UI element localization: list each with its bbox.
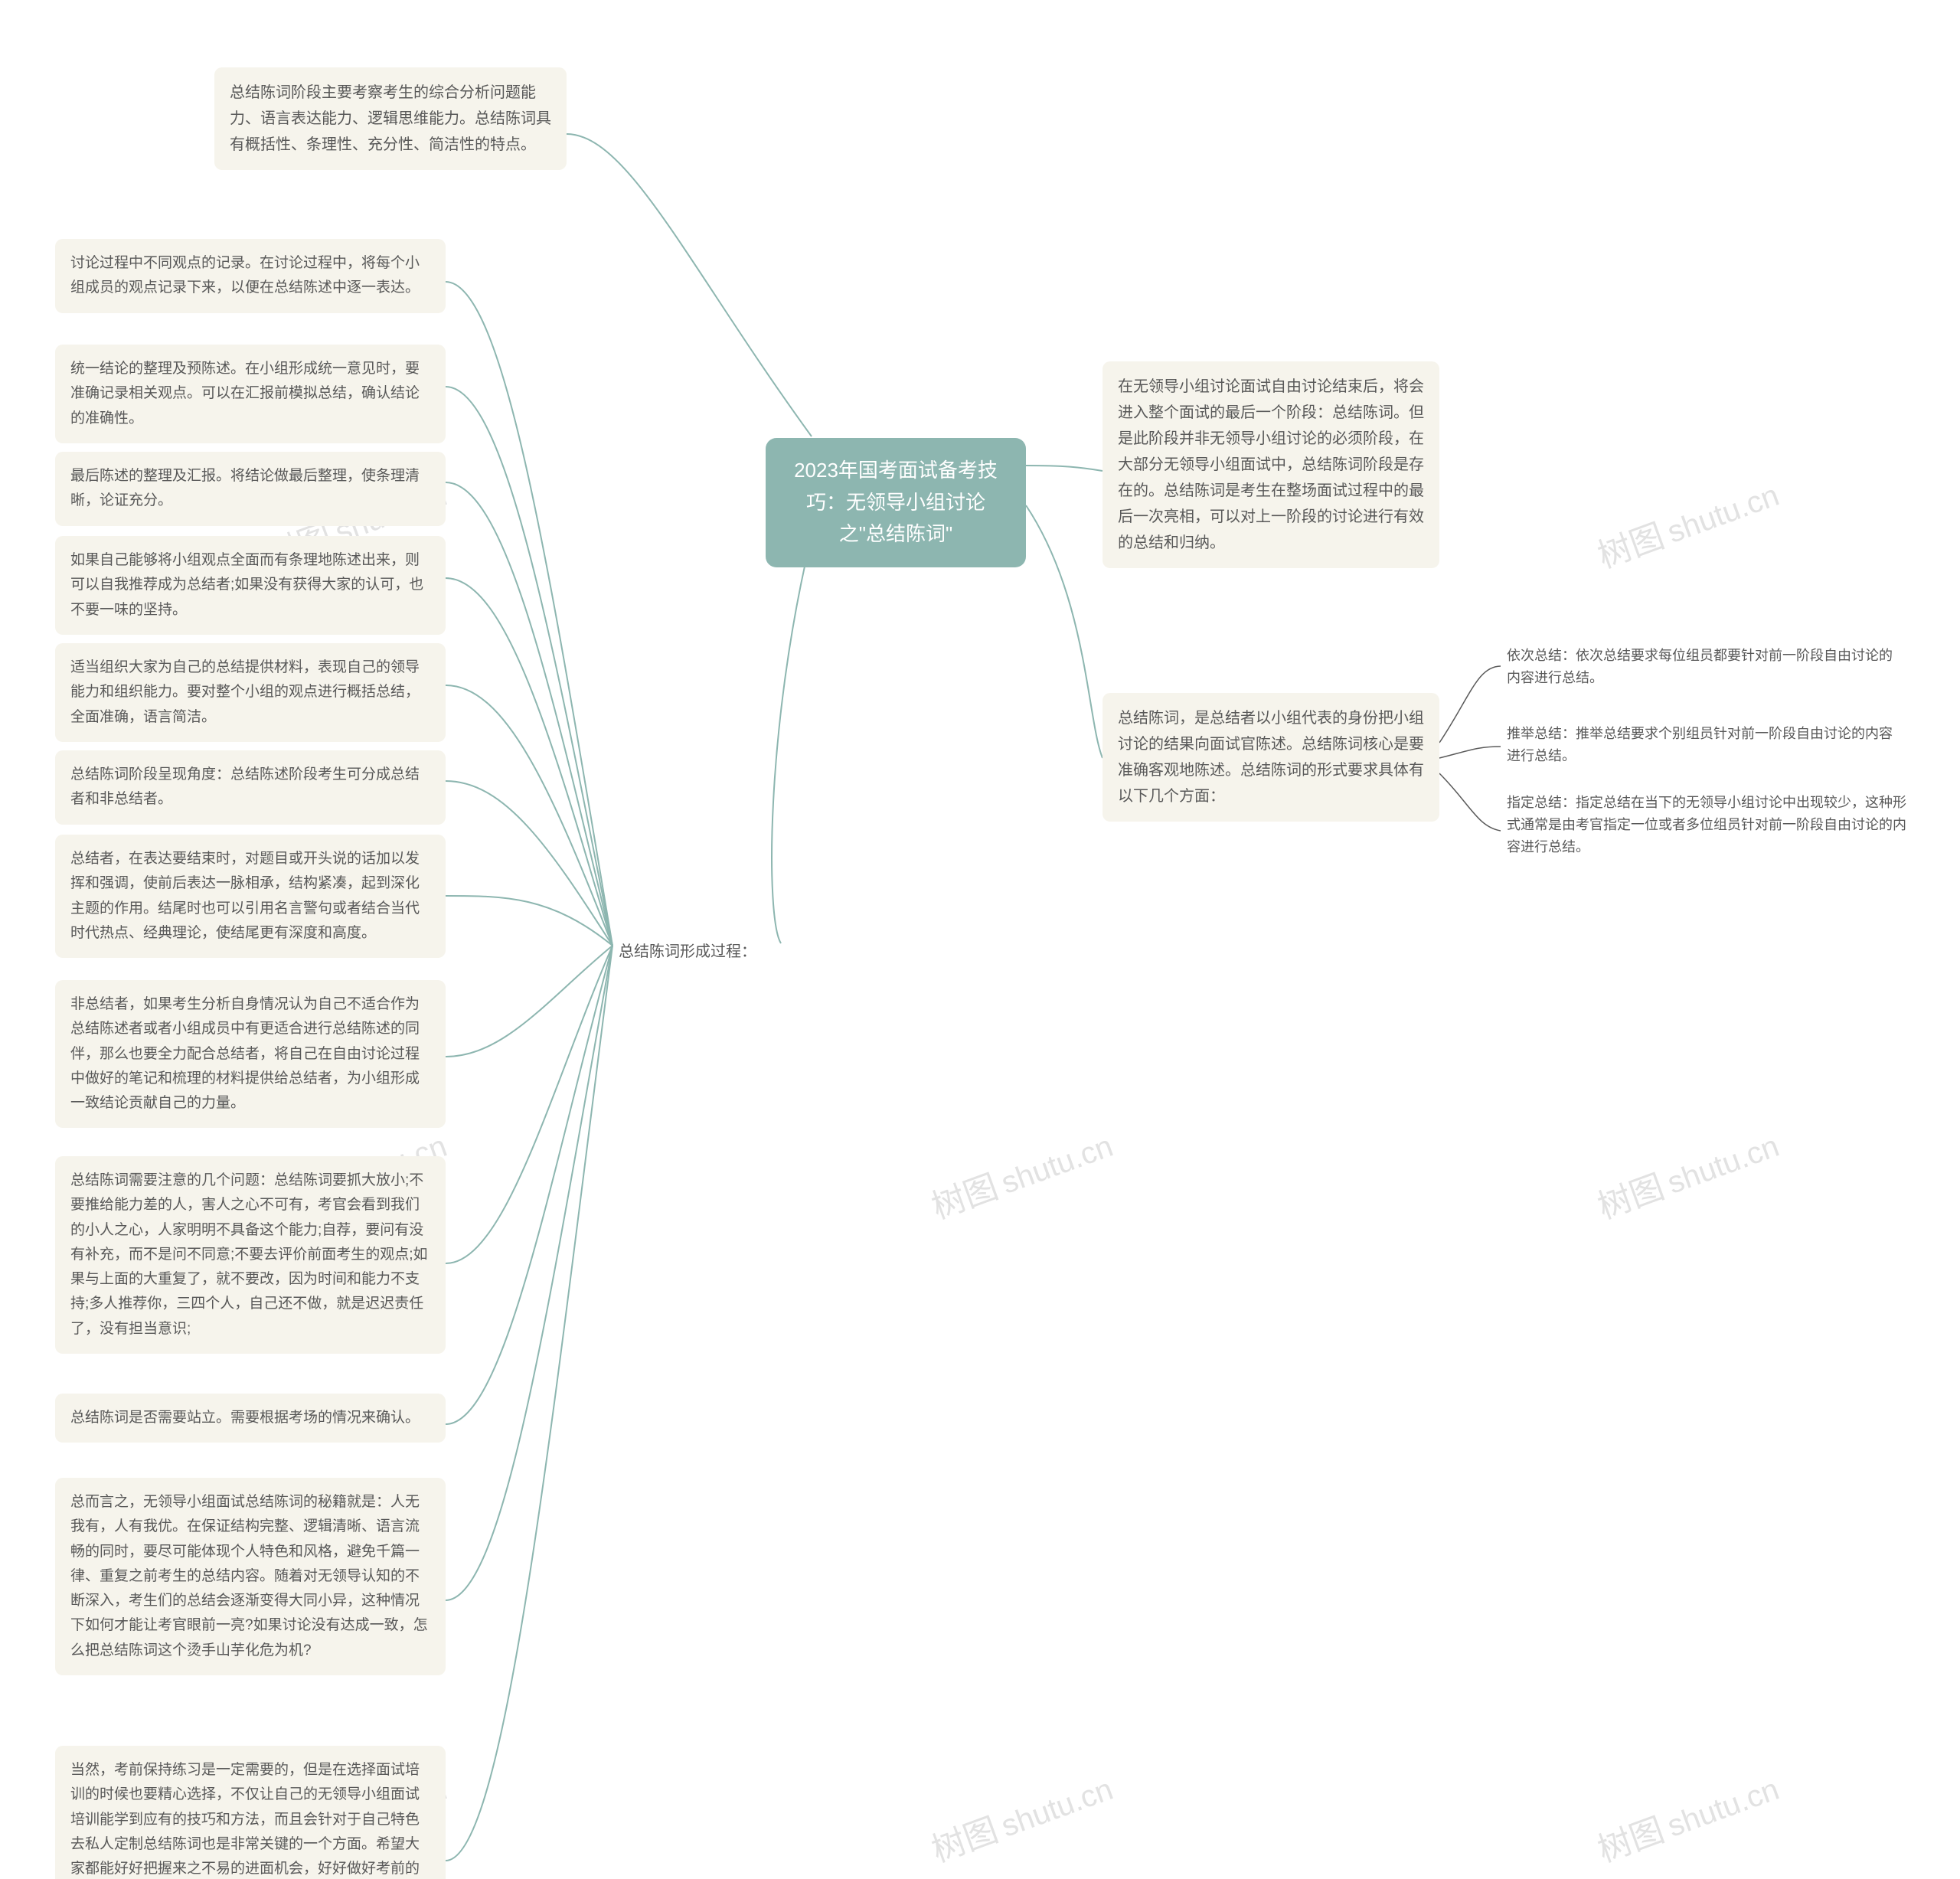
form-leaf-3-text: 指定总结：指定总结在当下的无领导小组讨论中出现较少，这种形式通常是由考官指定一位… xyxy=(1507,795,1906,855)
left-item-4-text: 如果自己能够将小组观点全面而有条理地陈述出来，则可以自我推荐成为总结者;如果没有… xyxy=(70,552,423,618)
left-item-10[interactable]: 总结陈词是否需要站立。需要根据考场的情况来确认。 xyxy=(55,1394,446,1443)
right-forms-intro-node[interactable]: 总结陈词，是总结者以小组代表的身份把小组讨论的结果向面试官陈述。总结陈词核心是要… xyxy=(1102,693,1439,822)
watermark-en: shutu.cn xyxy=(1663,1129,1783,1201)
left-item-9-text: 总结陈词需要注意的几个问题：总结陈词要抓大放小;不要推给能力差的人，害人之心不可… xyxy=(70,1172,428,1337)
watermark-en: shutu.cn xyxy=(997,1129,1117,1201)
top-summary-node[interactable]: 总结陈词阶段主要考察考生的综合分析问题能力、语言表达能力、逻辑思维能力。总结陈词… xyxy=(214,67,567,170)
watermark-cn: 树图 xyxy=(1593,1168,1669,1226)
watermark-cn: 树图 xyxy=(1593,1811,1669,1869)
center-title: 2023年国考面试备考技巧：无领导小组讨论之"总结陈词" xyxy=(794,459,998,545)
left-item-11-text: 总而言之，无领导小组面试总结陈词的秘籍就是：人无我有，人有我优。在保证结构完整、… xyxy=(70,1494,428,1658)
left-item-3[interactable]: 最后陈述的整理及汇报。将结论做最后整理，使条理清晰，论证充分。 xyxy=(55,452,446,526)
form-leaf-2-text: 推举总结：推举总结要求个别组员针对前一阶段自由讨论的内容进行总结。 xyxy=(1507,726,1893,763)
left-item-5-text: 适当组织大家为自己的总结提供材料，表现自己的领导能力和组织能力。要对整个小组的观… xyxy=(70,659,420,725)
center-node[interactable]: 2023年国考面试备考技巧：无领导小组讨论之"总结陈词" xyxy=(766,438,1026,567)
right-forms-intro-text: 总结陈词，是总结者以小组代表的身份把小组讨论的结果向面试官陈述。总结陈词核心是要… xyxy=(1118,710,1424,805)
left-item-8-text: 非总结者，如果考生分析自身情况认为自己不适合作为总结陈述者或者小组成员中有更适合… xyxy=(70,996,420,1111)
left-item-3-text: 最后陈述的整理及汇报。将结论做最后整理，使条理清晰，论证充分。 xyxy=(70,468,420,508)
left-item-7-text: 总结者，在表达要结束时，对题目或开头说的话加以发挥和强调，使前后表达一脉相承，结… xyxy=(70,851,420,941)
left-item-8[interactable]: 非总结者，如果考生分析自身情况认为自己不适合作为总结陈述者或者小组成员中有更适合… xyxy=(55,980,446,1128)
right-context-node[interactable]: 在无领导小组讨论面试自由讨论结束后，将会进入整个面试的最后一个阶段：总结陈词。但… xyxy=(1102,361,1439,568)
watermark-en: shutu.cn xyxy=(1663,1773,1783,1844)
form-leaf-3[interactable]: 指定总结：指定总结在当下的无领导小组讨论中出现较少，这种形式通常是由考官指定一位… xyxy=(1501,789,1914,861)
right-context-text: 在无领导小组讨论面试自由讨论结束后，将会进入整个面试的最后一个阶段：总结陈词。但… xyxy=(1118,378,1424,551)
watermark: 树图shutu.cn xyxy=(1590,1118,1785,1229)
watermark-en: shutu.cn xyxy=(997,1773,1117,1844)
mindmap-canvas: 树图shutu.cn 树图shutu.cn 树图shutu.cn 树图shutu… xyxy=(0,0,1960,1879)
form-leaf-1-text: 依次总结：依次总结要求每位组员都要针对前一阶段自由讨论的内容进行总结。 xyxy=(1507,648,1893,685)
left-item-10-text: 总结陈词是否需要站立。需要根据考场的情况来确认。 xyxy=(70,1410,420,1426)
left-item-4[interactable]: 如果自己能够将小组观点全面而有条理地陈述出来，则可以自我推荐成为总结者;如果没有… xyxy=(55,536,446,635)
left-item-2[interactable]: 统一结论的整理及预陈述。在小组形成统一意见时，要准确记录相关观点。可以在汇报前模… xyxy=(55,345,446,443)
top-summary-text: 总结陈词阶段主要考察考生的综合分析问题能力、语言表达能力、逻辑思维能力。总结陈词… xyxy=(230,84,551,153)
left-item-9[interactable]: 总结陈词需要注意的几个问题：总结陈词要抓大放小;不要推给能力差的人，害人之心不可… xyxy=(55,1156,446,1354)
left-item-6[interactable]: 总结陈词阶段呈现角度：总结陈述阶段考生可分成总结者和非总结者。 xyxy=(55,750,446,825)
left-item-2-text: 统一结论的整理及预陈述。在小组形成统一意见时，要准确记录相关观点。可以在汇报前模… xyxy=(70,361,420,426)
watermark-cn: 树图 xyxy=(1593,517,1669,575)
form-leaf-1[interactable]: 依次总结：依次总结要求每位组员都要针对前一阶段自由讨论的内容进行总结。 xyxy=(1501,642,1899,692)
form-leaf-2[interactable]: 推举总结：推举总结要求个别组员针对前一阶段自由讨论的内容进行总结。 xyxy=(1501,720,1899,770)
watermark: 树图shutu.cn xyxy=(924,1761,1119,1872)
left-item-7[interactable]: 总结者，在表达要结束时，对题目或开头说的话加以发挥和强调，使前后表达一脉相承，结… xyxy=(55,835,446,958)
left-item-1[interactable]: 讨论过程中不同观点的记录。在讨论过程中，将每个小组成员的观点记录下来，以便在总结… xyxy=(55,239,446,313)
left-item-11[interactable]: 总而言之，无领导小组面试总结陈词的秘籍就是：人无我有，人有我优。在保证结构完整、… xyxy=(55,1478,446,1675)
left-item-12[interactable]: 当然，考前保持练习是一定需要的，但是在选择面试培训的时候也要精心选择，不仅让自己… xyxy=(55,1746,446,1879)
watermark-en: shutu.cn xyxy=(1663,479,1783,550)
watermark: 树图shutu.cn xyxy=(1590,467,1785,578)
left-item-12-text: 当然，考前保持练习是一定需要的，但是在选择面试培训的时候也要精心选择，不仅让自己… xyxy=(70,1762,420,1879)
process-label-text: 总结陈词形成过程： xyxy=(619,943,756,960)
left-item-6-text: 总结陈词阶段呈现角度：总结陈述阶段考生可分成总结者和非总结者。 xyxy=(70,766,420,807)
left-item-1-text: 讨论过程中不同观点的记录。在讨论过程中，将每个小组成员的观点记录下来，以便在总结… xyxy=(70,255,420,296)
process-label[interactable]: 总结陈词形成过程： xyxy=(612,936,781,964)
watermark-cn: 树图 xyxy=(927,1811,1003,1869)
watermark: 树图shutu.cn xyxy=(1590,1761,1785,1872)
left-item-5[interactable]: 适当组织大家为自己的总结提供材料，表现自己的领导能力和组织能力。要对整个小组的观… xyxy=(55,643,446,742)
watermark-cn: 树图 xyxy=(927,1168,1003,1226)
watermark: 树图shutu.cn xyxy=(924,1118,1119,1229)
